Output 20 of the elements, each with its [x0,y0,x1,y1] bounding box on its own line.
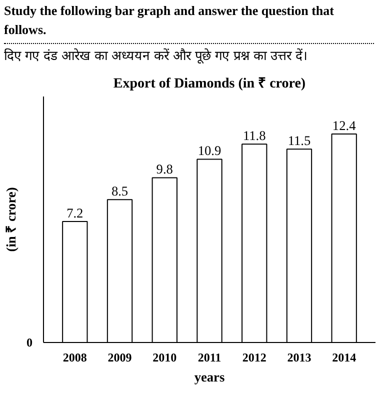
x-tick-label: 2013 [287,350,312,364]
data-label: 8.5 [111,183,128,198]
data-label: 9.8 [156,161,174,176]
y-axis-title: (in ₹ crore) [4,186,18,252]
x-tick-label: 2009 [108,350,132,364]
data-label: 12.4 [332,118,356,133]
chart-title: Export of Diamonds (in ₹ crore) [113,76,306,92]
text: 0 [26,335,32,350]
data-label: 11.5 [288,132,311,148]
data-label: 11.8 [242,128,266,143]
x-tick-label: 2008 [62,350,87,364]
text: Study the following bar graph and answer the question that follows. [4,2,374,44]
x-tick-label: 2014 [332,350,356,364]
text: दिए गए दंड आरेख का अध्ययन करें और पूछे गए प्रश्न का उत्तर दें। [4,48,309,66]
x-axis-title: years [194,369,225,384]
data-label: 10.9 [198,142,222,158]
x-tick-label: 2010 [152,350,177,364]
x-tick-label: 2011 [198,350,222,364]
x-tick-label: 2012 [242,350,266,364]
data-label: 7.2 [66,204,84,220]
